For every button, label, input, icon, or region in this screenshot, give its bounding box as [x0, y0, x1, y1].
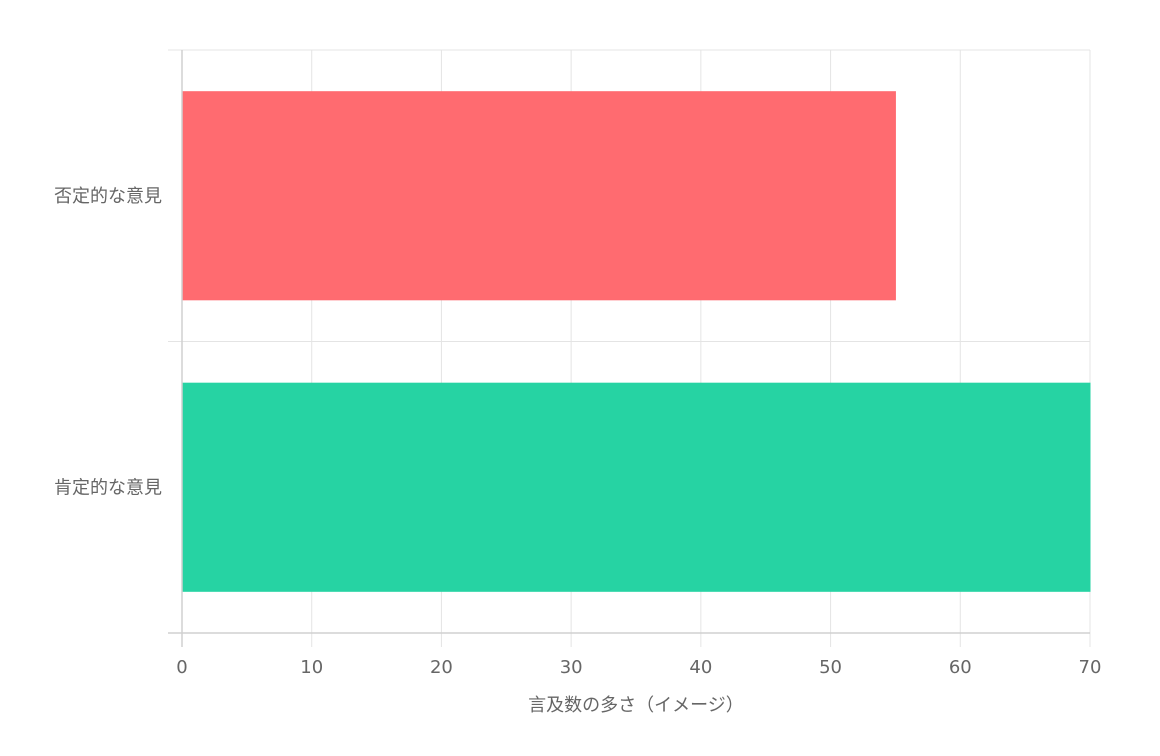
y-tick-label: 肯定的な意見: [54, 477, 162, 498]
x-tick-label: 0: [176, 657, 187, 678]
y-tick-label: 否定的な意見: [54, 186, 162, 207]
x-tick-label: 10: [300, 657, 323, 678]
x-tick-label: 40: [689, 657, 712, 678]
bars: [181, 91, 1091, 592]
x-axis-title: 言及数の多さ（イメージ）: [528, 695, 744, 716]
bar: [181, 91, 896, 301]
x-tick-label: 20: [430, 657, 453, 678]
x-tick-label: 50: [819, 657, 842, 678]
axes: [168, 50, 1090, 647]
x-tick-label: 70: [1079, 657, 1102, 678]
x-tick-label: 30: [560, 657, 583, 678]
x-tick-label: 60: [949, 657, 972, 678]
bar: [181, 382, 1091, 592]
